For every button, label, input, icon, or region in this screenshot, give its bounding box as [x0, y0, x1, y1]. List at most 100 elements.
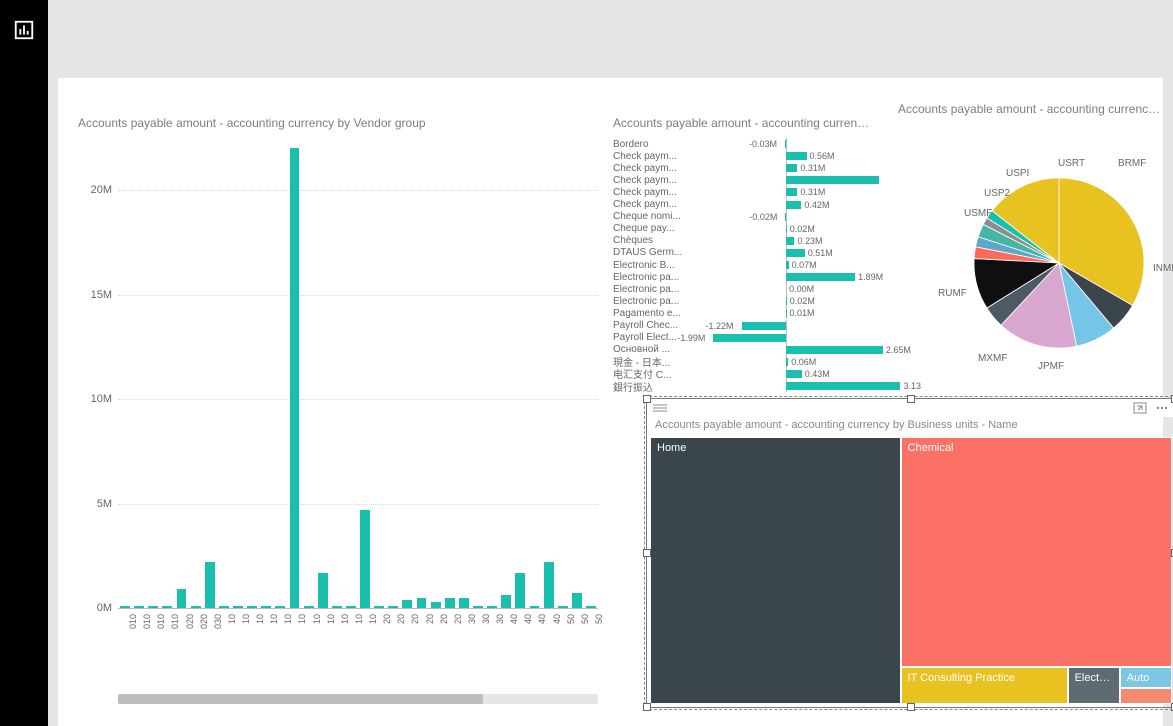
column-bar[interactable] [275, 606, 285, 608]
bar-row[interactable]: DTAUS Germ...0.51M [613, 247, 913, 259]
column-bar[interactable] [530, 606, 540, 608]
bar-row[interactable]: Pagamento e...0.01M [613, 307, 913, 319]
column-bar[interactable] [417, 598, 427, 608]
bar-row[interactable]: Check paym...0.56M [613, 150, 913, 162]
x-axis-label: 010 [170, 614, 180, 629]
column-bar[interactable] [290, 148, 300, 608]
column-bar[interactable] [374, 606, 384, 608]
column-bar[interactable] [261, 606, 271, 608]
bar-row[interactable]: Cheque nomi...-0.02M [613, 211, 913, 223]
bar-row[interactable]: Bordero-0.03M [613, 138, 913, 150]
y-axis-label: 0M [97, 602, 112, 614]
x-axis-label: 10 [368, 614, 378, 624]
bar-value-label: 0.43M [805, 369, 830, 379]
bar-row[interactable]: Cheque pay...0.02M [613, 223, 913, 235]
pie-slice-label: BRMF [1118, 158, 1146, 169]
column-bar[interactable] [332, 606, 342, 608]
bar-category-label: Electronic B... [613, 260, 713, 271]
more-options-icon[interactable] [1155, 402, 1169, 414]
column-bar[interactable] [459, 598, 469, 608]
column-bar[interactable] [487, 606, 497, 608]
column-bar[interactable] [162, 606, 172, 608]
column-bar[interactable] [572, 593, 582, 608]
treemap-cell[interactable]: Auto [1120, 667, 1172, 688]
bar-row[interactable]: Payroll Chec...-1.22M [613, 320, 913, 332]
bar-row[interactable]: Electronic pa...1.89M [613, 271, 913, 283]
column-bar[interactable] [360, 510, 370, 608]
bar-value-label: -1.22M [706, 321, 734, 331]
bar-row[interactable]: Electronic B...0.07M [613, 259, 913, 271]
column-bar[interactable] [558, 606, 568, 608]
column-bar[interactable] [233, 606, 243, 608]
pie-slice-label: USMF [964, 208, 992, 219]
column-bar[interactable] [177, 589, 187, 608]
app-root: Accounts payable amount - accounting cur… [0, 0, 1173, 726]
drag-handle-icon[interactable] [653, 404, 667, 412]
bar-row[interactable]: Check paym...0.31M [613, 162, 913, 174]
x-axis-label: 20 [453, 614, 463, 624]
bar-value-label: 0.31M [800, 187, 825, 197]
resize-handle[interactable] [907, 395, 915, 403]
column-bar[interactable] [473, 606, 483, 608]
bar-row[interactable]: Payroll Elect...-1.99M [613, 332, 913, 344]
column-bar[interactable] [120, 606, 130, 608]
bar-row[interactable]: Check paym...0.31M [613, 186, 913, 198]
resize-handle[interactable] [643, 549, 651, 557]
column-bar[interactable] [304, 606, 314, 608]
resize-handle[interactable] [643, 703, 651, 711]
column-bar[interactable] [501, 595, 511, 608]
bar-category-label: Chèques [613, 235, 713, 246]
column-bar[interactable] [346, 606, 356, 608]
bar-value-label: 0.02M [790, 224, 815, 234]
treemap-cell[interactable]: IT Consulting Practice [901, 667, 1068, 704]
focus-mode-icon[interactable] [1133, 402, 1147, 414]
scrollbar-thumb[interactable] [118, 694, 483, 704]
x-axis-label: 020 [185, 614, 195, 629]
resize-handle[interactable] [907, 703, 915, 711]
bar-value-label: 0.56M [810, 151, 835, 161]
column-bar[interactable] [402, 600, 412, 608]
bar-value-label: 0.42M [804, 200, 829, 210]
column-bar[interactable] [191, 606, 201, 608]
bar-row[interactable]: 銀行振込3.13 [613, 380, 913, 392]
treemap-cell[interactable]: Home [650, 437, 901, 704]
bar-row[interactable]: Chèques0.23M [613, 235, 913, 247]
column-bar[interactable] [544, 562, 554, 608]
resize-handle[interactable] [643, 395, 651, 403]
pie-slice-label: USP2 [984, 188, 1010, 199]
report-view-icon[interactable] [8, 14, 40, 46]
bar-row[interactable]: Check paym... [613, 174, 913, 186]
treemap-cell[interactable]: Electro... [1068, 667, 1120, 704]
bar-category-label: Electronic pa... [613, 272, 713, 283]
bar-chart[interactable]: Bordero-0.03MCheck paym...0.56MCheck pay… [613, 138, 913, 398]
column-chart[interactable]: 0M5M10M15M20M 01001001001002002003010101… [78, 138, 598, 698]
column-bar[interactable] [431, 602, 441, 608]
treemap-cell[interactable] [1120, 688, 1172, 704]
treemap-visual[interactable]: Accounts payable amount - accounting cur… [646, 398, 1173, 708]
bar-row[interactable]: Check paym...0.42M [613, 199, 913, 211]
column-bar[interactable] [586, 606, 596, 608]
column-bar[interactable] [247, 606, 257, 608]
x-axis-label: 010 [142, 614, 152, 629]
bar-value-label: 0.51M [808, 248, 833, 258]
x-axis-label: 020 [199, 614, 209, 629]
bar-value-label: 0.00M [789, 284, 814, 294]
bar-row[interactable]: Electronic pa...0.00M [613, 283, 913, 295]
column-bar[interactable] [445, 598, 455, 608]
column-bar[interactable] [388, 606, 398, 608]
x-axis-label: 40 [552, 614, 562, 624]
pie-chart[interactable]: USRTBRMFUSPIUSP2USMFINMFRUMFMXMFJPMF [928, 158, 1168, 388]
y-axis-label: 15M [91, 289, 112, 301]
x-axis-label: 10 [326, 614, 336, 624]
bar-row[interactable]: Electronic pa...0.02M [613, 295, 913, 307]
column-bar[interactable] [148, 606, 158, 608]
column-bar[interactable] [515, 573, 525, 609]
column-bar[interactable] [318, 573, 328, 609]
treemap-cell[interactable]: Chemical [901, 437, 1172, 667]
column-bar[interactable] [219, 606, 229, 608]
column-bar[interactable] [134, 606, 144, 608]
bar-value-label: 0.06M [791, 357, 816, 367]
column-bar[interactable] [205, 562, 215, 608]
report-canvas[interactable]: Accounts payable amount - accounting cur… [58, 78, 1163, 726]
column-chart-scrollbar[interactable] [118, 694, 598, 704]
